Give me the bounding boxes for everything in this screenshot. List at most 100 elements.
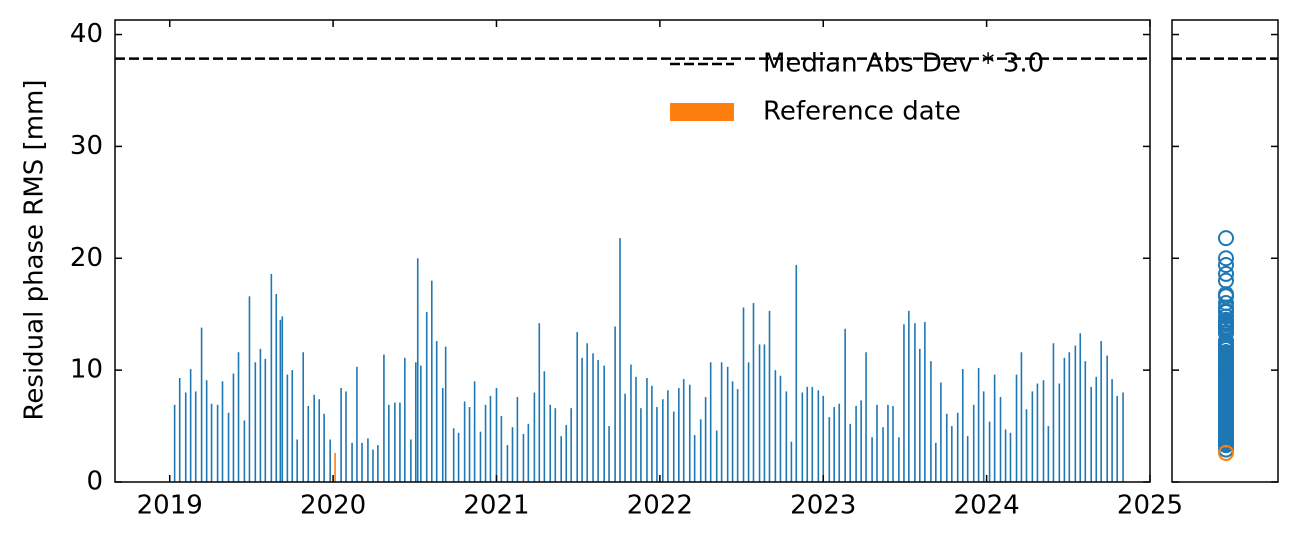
bar xyxy=(1047,426,1050,482)
bar xyxy=(281,316,284,482)
bar xyxy=(956,412,959,482)
bar xyxy=(210,403,213,482)
bar xyxy=(811,386,814,482)
bar xyxy=(592,353,594,482)
bar xyxy=(682,379,685,482)
bar xyxy=(452,428,455,482)
bar xyxy=(313,394,315,482)
distribution-point xyxy=(1218,353,1234,370)
bar xyxy=(495,388,498,482)
bar xyxy=(463,401,466,482)
bar xyxy=(444,346,447,482)
bar xyxy=(1122,392,1124,482)
bar xyxy=(865,352,867,482)
bar xyxy=(704,396,707,482)
bar xyxy=(270,273,273,482)
bar xyxy=(651,385,653,482)
bar xyxy=(581,357,583,482)
bar xyxy=(1111,379,1113,482)
x-tick-label: 2019 xyxy=(137,491,203,521)
bar xyxy=(876,404,878,482)
x-tick-label: 2021 xyxy=(463,491,529,521)
bar xyxy=(608,426,610,482)
bar xyxy=(399,402,401,482)
y-tick-label: 20 xyxy=(70,243,103,273)
bar xyxy=(468,407,471,482)
bar xyxy=(275,294,278,482)
y-axis-label: Residual phase RMS [mm] xyxy=(20,80,50,421)
bar xyxy=(892,405,894,482)
bar xyxy=(993,374,996,482)
bar xyxy=(887,404,889,482)
bar xyxy=(441,388,444,482)
bar xyxy=(383,354,385,482)
bar xyxy=(988,421,991,482)
bar xyxy=(795,264,798,482)
bar xyxy=(1106,355,1108,482)
bar xyxy=(410,439,412,482)
bar xyxy=(1015,374,1018,482)
bar xyxy=(1042,380,1045,482)
bar xyxy=(254,362,257,482)
distribution-point xyxy=(1218,302,1234,319)
bar xyxy=(404,357,406,482)
bar xyxy=(1079,333,1082,482)
bar xyxy=(806,386,809,482)
legend-label: Reference date xyxy=(763,97,961,127)
bar xyxy=(1025,409,1028,482)
bar xyxy=(516,396,519,482)
bar xyxy=(473,381,476,482)
distribution-point xyxy=(1218,250,1234,267)
bar xyxy=(522,433,525,482)
bar xyxy=(908,310,910,482)
distribution-point xyxy=(1218,347,1234,364)
bar xyxy=(302,352,305,482)
bar xyxy=(414,362,417,482)
bar xyxy=(291,370,294,482)
bar xyxy=(232,373,235,482)
bar xyxy=(999,396,1002,482)
distribution-point xyxy=(1218,272,1234,289)
bar xyxy=(576,332,578,482)
bar xyxy=(779,375,782,482)
y-tick-label: 30 xyxy=(70,131,103,161)
bar xyxy=(340,388,342,482)
bar xyxy=(372,449,374,482)
distribution-point xyxy=(1218,384,1234,401)
bar xyxy=(961,369,964,482)
bar xyxy=(205,380,208,482)
bar xyxy=(173,404,176,482)
bar xyxy=(630,364,632,482)
bar xyxy=(435,341,438,482)
bar xyxy=(726,366,729,482)
bar xyxy=(838,403,841,482)
bar xyxy=(672,411,675,482)
bar xyxy=(1036,383,1039,482)
bar xyxy=(388,404,390,482)
bar xyxy=(307,405,310,482)
bar xyxy=(511,427,514,482)
bar xyxy=(506,445,509,482)
bar xyxy=(178,377,181,482)
bar xyxy=(924,322,926,482)
bar xyxy=(828,417,831,482)
bar xyxy=(1058,383,1061,482)
distribution-point xyxy=(1218,256,1234,273)
bar xyxy=(635,376,637,482)
bar xyxy=(720,362,723,482)
bar xyxy=(416,258,419,482)
bar xyxy=(377,445,379,482)
distribution-point xyxy=(1218,418,1234,435)
bar xyxy=(184,392,187,482)
bar xyxy=(882,427,884,482)
bar xyxy=(227,412,230,482)
bar xyxy=(1063,357,1066,482)
bar xyxy=(560,436,562,482)
distribution-point xyxy=(1218,295,1234,312)
bar xyxy=(903,324,905,482)
bar xyxy=(361,442,363,482)
bar xyxy=(709,362,712,482)
bar xyxy=(1052,343,1055,482)
bar xyxy=(763,344,766,482)
